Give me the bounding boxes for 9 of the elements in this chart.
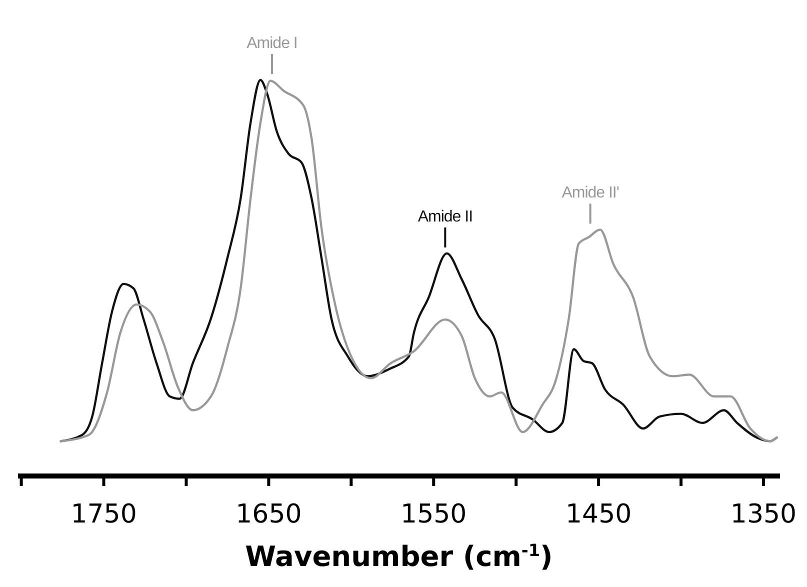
annotation: Amide II' <box>562 184 620 202</box>
annotation: Amide II <box>418 208 473 226</box>
x-tick-label: 1450 <box>565 500 632 530</box>
annotation: Amide I <box>246 35 298 52</box>
x-tick-label: 1350 <box>730 500 797 530</box>
x-tick-label: 1750 <box>70 500 137 530</box>
x-tick-label: 1550 <box>400 500 467 530</box>
x-tick-label: 1650 <box>236 500 302 530</box>
x-axis-title: Wavenumber (cm$^{-1}$) <box>245 540 553 573</box>
